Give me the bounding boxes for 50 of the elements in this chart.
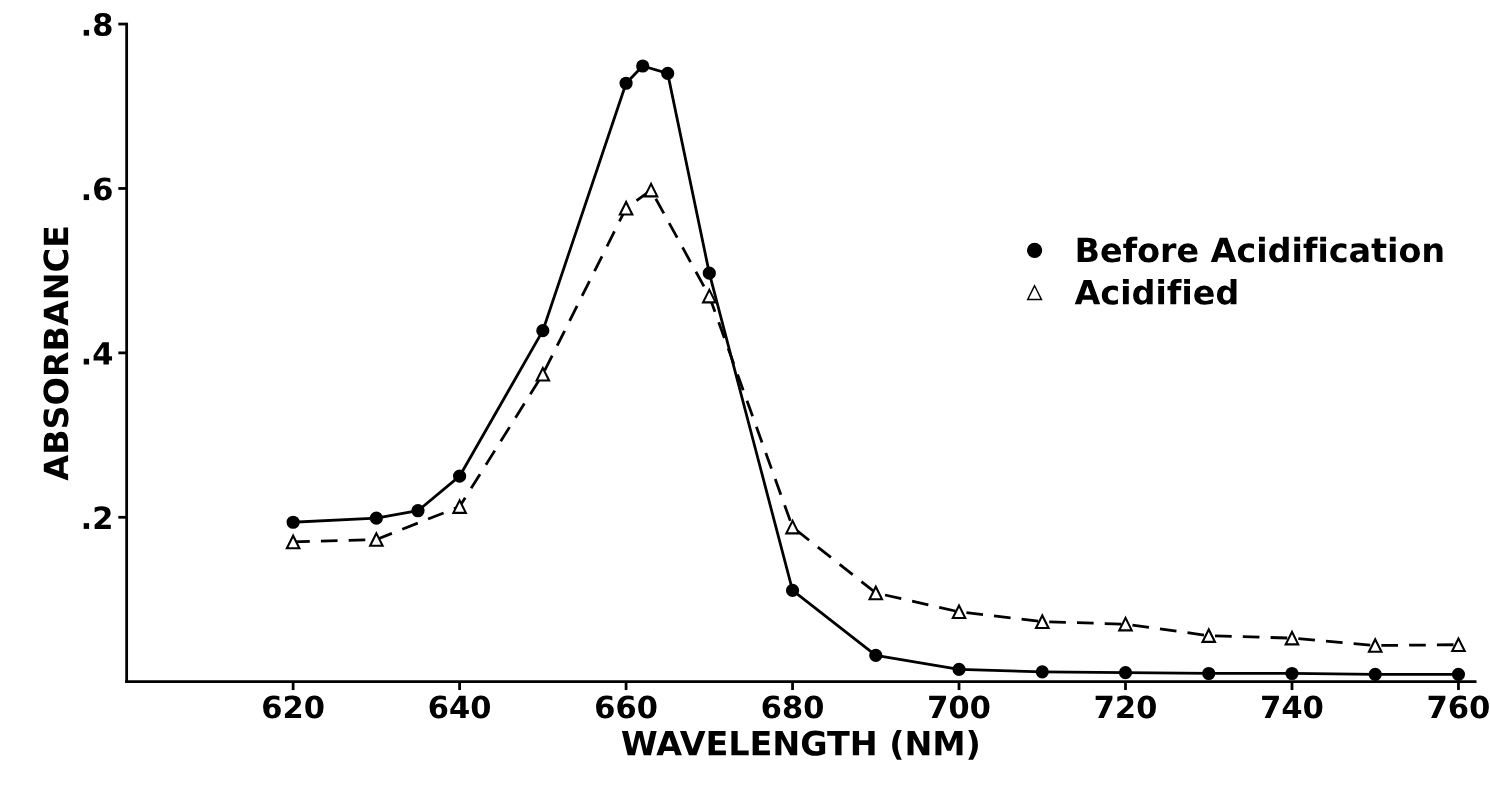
point <box>1367 638 1383 653</box>
x-tick-label: 640 <box>429 695 491 719</box>
y-tick-label: .2 <box>83 506 111 529</box>
point <box>785 583 800 598</box>
point <box>702 266 716 280</box>
point <box>1202 666 1216 681</box>
point <box>369 532 384 547</box>
point <box>369 511 383 525</box>
point <box>286 515 300 529</box>
point <box>411 504 425 518</box>
point <box>619 76 633 90</box>
y-tick-label: .4 <box>83 342 113 365</box>
point <box>661 66 675 80</box>
point <box>1118 616 1133 632</box>
point <box>868 585 884 601</box>
point <box>1451 667 1466 681</box>
x-tick-label: 660 <box>596 695 657 719</box>
point <box>535 366 551 382</box>
x-axis-title: WAVELENGTH (NM) <box>621 730 978 760</box>
point <box>636 59 650 73</box>
x-tick-label: 620 <box>263 695 324 719</box>
point <box>1284 630 1300 646</box>
x-tick-label: 760 <box>1428 695 1489 719</box>
point <box>785 519 800 535</box>
point <box>1368 667 1382 681</box>
point <box>1201 628 1217 643</box>
point <box>702 288 717 304</box>
point <box>453 469 467 483</box>
point <box>285 534 301 550</box>
point <box>1118 666 1133 680</box>
y-axis-title: ABSORBANCE <box>43 227 69 481</box>
x-tick-label: 740 <box>1262 695 1323 719</box>
point <box>643 182 659 198</box>
point <box>952 662 966 676</box>
y-tick-label: .6 <box>83 177 112 201</box>
x-tick-label: 680 <box>762 695 823 719</box>
point <box>1035 665 1049 679</box>
point <box>951 604 967 620</box>
point <box>452 499 467 514</box>
x-tick-label: 720 <box>1095 695 1156 719</box>
point <box>1285 666 1299 681</box>
point <box>618 200 634 216</box>
legend-label: Before Acidification <box>1077 236 1443 263</box>
point <box>536 324 550 338</box>
legend-label: Acidified <box>1074 278 1237 305</box>
point <box>1451 637 1466 652</box>
point <box>1034 614 1050 629</box>
y-tick-label: .8 <box>83 12 112 37</box>
x-tick-label: 700 <box>929 695 990 719</box>
point <box>869 648 883 662</box>
